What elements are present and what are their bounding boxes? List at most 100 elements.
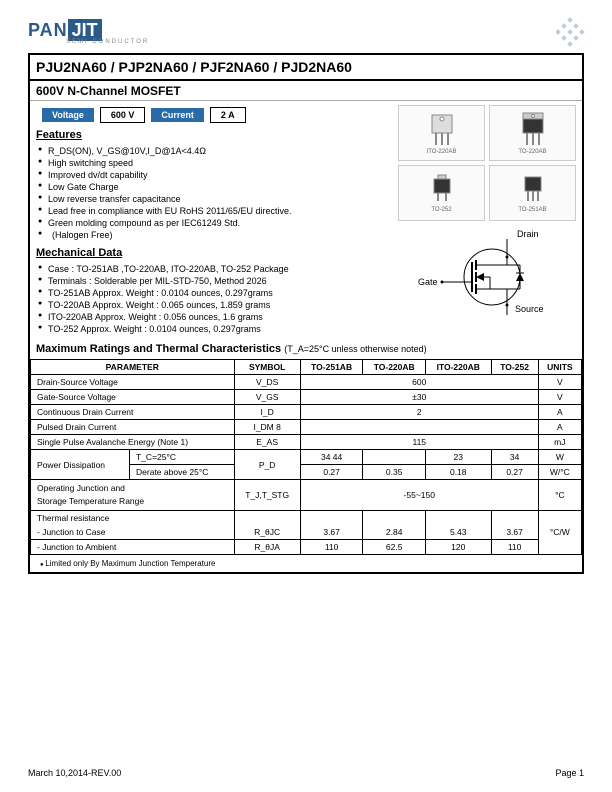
- current-value: 2 A: [210, 107, 246, 123]
- cell: mJ: [538, 435, 581, 450]
- ratings-note: (T_A=25°C unless otherwise noted): [284, 344, 426, 354]
- cell: Derate above 25°C: [130, 465, 234, 480]
- package-label: TO-220AB: [518, 149, 546, 155]
- feature-item: Improved dv/dt capability: [38, 169, 386, 181]
- main-content-box: PJU2NA60 / PJP2NA60 / PJF2NA60 / PJD2NA6…: [28, 53, 584, 574]
- voltage-value: 600 V: [100, 107, 146, 123]
- mechanical-item: TO-220AB Approx. Weight : 0.065 ounces, …: [38, 299, 386, 311]
- cell: 0.27: [491, 465, 538, 480]
- package-cell: ITO-220AB: [398, 105, 485, 161]
- cell: E_AS: [234, 435, 300, 450]
- table-row: - Junction to Ambient R_θJA 110 62.5 120…: [31, 539, 582, 554]
- table-row: - Junction to Case R_θJC 3.67 2.84 5.43 …: [31, 525, 582, 540]
- cell: Gate-Source Voltage: [31, 390, 235, 405]
- col-symbol: SYMBOL: [234, 360, 300, 375]
- cell: [491, 510, 538, 525]
- feature-item: Low Gate Charge: [38, 181, 386, 193]
- table-header-row: PARAMETER SYMBOL TO-251AB TO-220AB ITO-2…: [31, 360, 582, 375]
- table-row: Thermal resistance °C/W: [31, 510, 582, 525]
- cell: I_D: [234, 405, 300, 420]
- cell: Drain-Source Voltage: [31, 375, 235, 390]
- col-220: TO-220AB: [363, 360, 426, 375]
- cell: 0.27: [300, 465, 363, 480]
- cell: A: [538, 420, 581, 435]
- cell: 120: [425, 539, 491, 554]
- cell: Power Dissipation: [31, 450, 130, 480]
- cell: Single Pulse Avalanche Energy (Note 1): [31, 435, 235, 450]
- table-row: Continuous Drain Current I_D 2 A: [31, 405, 582, 420]
- cell: [363, 450, 426, 465]
- col-units: UNITS: [538, 360, 581, 375]
- cell: P_D: [234, 450, 300, 480]
- table-row: Pulsed Drain Current I_DM 8 A: [31, 420, 582, 435]
- cell: R_θJA: [234, 539, 300, 554]
- ratings-heading-text: Maximum Ratings and Thermal Characterist…: [36, 343, 281, 355]
- package-icon: [513, 111, 553, 147]
- decorative-dots: [556, 18, 586, 48]
- col-parameter: PARAMETER: [31, 360, 235, 375]
- package-cell: TO-252: [398, 165, 485, 221]
- gate-label: Gate: [418, 277, 438, 287]
- cell: 110: [491, 539, 538, 554]
- cell: ±30: [300, 390, 538, 405]
- cell: [300, 420, 538, 435]
- voltage-label: Voltage: [42, 108, 94, 122]
- cell: 5.43: [425, 525, 491, 540]
- page-footer: March 10,2014-REV.00 Page 1: [28, 768, 584, 778]
- mosfet-schematic: Drain: [398, 227, 576, 322]
- cell: 2: [300, 405, 538, 420]
- package-cell: TO-220AB: [489, 105, 576, 161]
- cell: 34: [491, 450, 538, 465]
- feature-item: (Halogen Free): [38, 229, 386, 241]
- feature-item: Green molding compound as per IEC61249 S…: [38, 217, 386, 229]
- package-images-grid: ITO-220AB TO-220AB TO-252 TO-251AB: [398, 105, 576, 221]
- cell: V_GS: [234, 390, 300, 405]
- package-icon: [513, 173, 553, 205]
- cell: 62.5: [363, 539, 426, 554]
- page-number: Page 1: [555, 768, 584, 778]
- cell: 3.67: [300, 525, 363, 540]
- current-label: Current: [151, 108, 204, 122]
- cell: 0.35: [363, 465, 426, 480]
- cell: A: [538, 405, 581, 420]
- left-column: Voltage 600 V Current 2 A Features R_DS(…: [30, 101, 392, 339]
- cell: W/°C: [538, 465, 581, 480]
- package-icon: [422, 111, 462, 147]
- cell: - Junction to Case: [31, 525, 235, 540]
- drain-label: Drain: [517, 229, 539, 239]
- part-numbers-title: PJU2NA60 / PJP2NA60 / PJF2NA60 / PJD2NA6…: [30, 55, 582, 81]
- cell: Operating Junction andStorage Temperatur…: [31, 480, 235, 511]
- cell: 0.18: [425, 465, 491, 480]
- logo-subtitle: SEMI CONDUCTOR: [66, 39, 149, 45]
- cell: 600: [300, 375, 538, 390]
- cell: V_DS: [234, 375, 300, 390]
- cell: I_DM 8: [234, 420, 300, 435]
- table-row: Power Dissipation T_C=25°C P_D 34 44 23 …: [31, 450, 582, 465]
- cell: 2.84: [363, 525, 426, 540]
- cell: T_C=25°C: [130, 450, 234, 465]
- cell: 110: [300, 539, 363, 554]
- logo-brand2: JIT: [68, 19, 102, 41]
- package-label: ITO-220AB: [427, 149, 457, 155]
- cell: [234, 510, 300, 525]
- cell: [300, 510, 363, 525]
- cell: V: [538, 390, 581, 405]
- cell: R_θJC: [234, 525, 300, 540]
- cell: W: [538, 450, 581, 465]
- cell: - Junction to Ambient: [31, 539, 235, 554]
- ratings-table: PARAMETER SYMBOL TO-251AB TO-220AB ITO-2…: [30, 359, 582, 555]
- spec-badges: Voltage 600 V Current 2 A: [36, 103, 386, 127]
- table-row: Gate-Source Voltage V_GS ±30 V: [31, 390, 582, 405]
- cell: °C: [538, 480, 581, 511]
- mechanical-item: TO-252 Approx. Weight : 0.0104 ounces, 0…: [38, 323, 386, 335]
- table-row: Single Pulse Avalanche Energy (Note 1) E…: [31, 435, 582, 450]
- cell: Pulsed Drain Current: [31, 420, 235, 435]
- cell: 3.67: [491, 525, 538, 540]
- cell: [425, 510, 491, 525]
- cell: V: [538, 375, 581, 390]
- cell: [363, 510, 426, 525]
- cell: °C/W: [538, 510, 581, 554]
- features-list: R_DS(ON), V_GS@10V,I_D@1A<4.4Ω High swit…: [36, 145, 386, 241]
- mechanical-item: Case : TO-251AB ,TO-220AB, ITO-220AB, TO…: [38, 263, 386, 275]
- ratings-heading: Maximum Ratings and Thermal Characterist…: [30, 339, 582, 359]
